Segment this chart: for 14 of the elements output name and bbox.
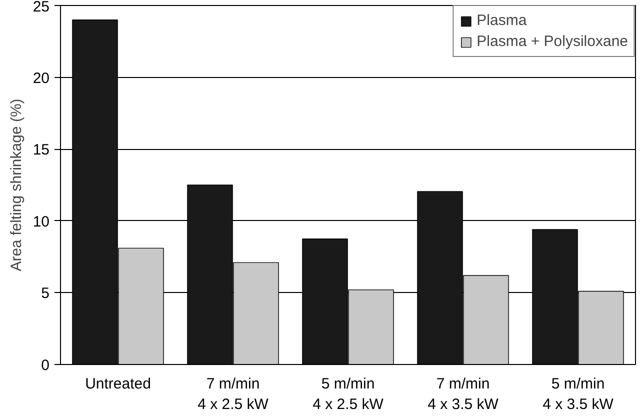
x-tick-label: Untreated <box>85 376 151 392</box>
x-tick-label: 7 m/min 4 x 2.5 kW <box>198 376 270 413</box>
x-tick-label: 5 m/min 4 x 3.5 kW <box>542 376 614 413</box>
x-tick-label: 7 m/min 4 x 3.5 kW <box>428 376 500 413</box>
y-tick-label: 0 <box>41 357 50 374</box>
y-tick-label: 5 <box>41 285 50 302</box>
y-tick-label: 15 <box>32 142 50 159</box>
y-tick-label: 20 <box>32 70 50 87</box>
legend-label: Plasma <box>476 12 527 29</box>
y-tick-label: 10 <box>32 213 50 230</box>
legend-label: Plasma + Polysiloxane <box>476 33 628 50</box>
x-tick-label: 5 m/min 4 x 2.5 kW <box>312 376 384 413</box>
y-axis-title: Area felting shrinkage (%) <box>8 98 25 272</box>
y-tick-label: 25 <box>32 0 50 16</box>
